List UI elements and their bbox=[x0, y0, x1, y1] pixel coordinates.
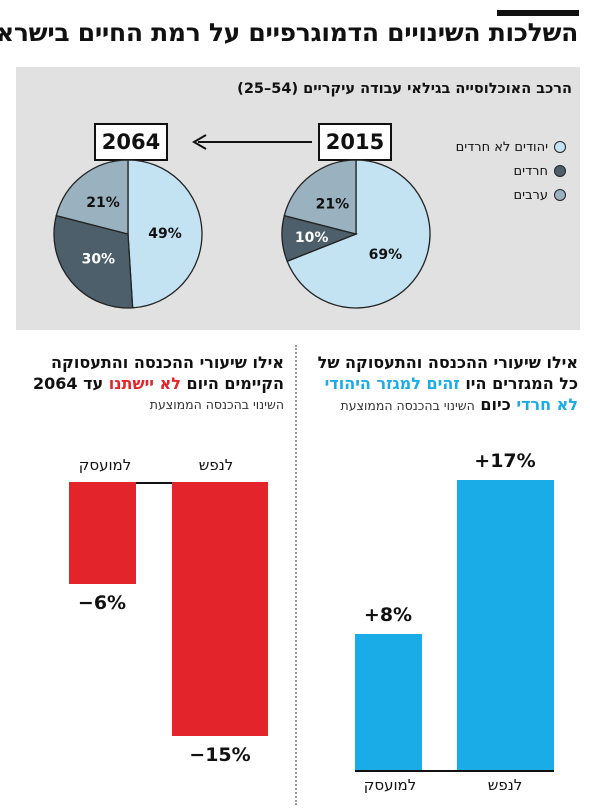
baseline-left bbox=[69, 482, 268, 484]
legend-item-secular: יהודים לא חרדים bbox=[456, 135, 566, 159]
top-rule bbox=[497, 10, 579, 16]
pie-slice-label: 49% bbox=[148, 226, 182, 242]
pie-slice bbox=[286, 159, 431, 309]
legend-label: חרדים bbox=[513, 163, 548, 179]
section-divider bbox=[295, 345, 297, 805]
pie-chart-2064: 49% 30% 21% bbox=[53, 159, 203, 309]
pie-slice bbox=[283, 159, 357, 235]
bar-value-label: +8% bbox=[363, 603, 413, 626]
pie-slice bbox=[55, 159, 129, 235]
bar-category-label: לנפש bbox=[198, 456, 234, 474]
pie-slice-label: 21% bbox=[86, 195, 120, 211]
bar-left-per-capita bbox=[172, 482, 268, 736]
right-heading-line2: כל המגזרים היו זהים למגזר היהודי bbox=[324, 374, 578, 393]
pie-chart-2015: 69% 10% 21% bbox=[281, 159, 431, 309]
bar-right-per-capita bbox=[457, 480, 554, 770]
legend-item-arab: ערבים bbox=[456, 183, 566, 207]
legend-label: ערבים bbox=[513, 187, 548, 203]
left-section-heading: אילו שיעורי ההכנסה והתעסוקה הקיימים היום… bbox=[33, 352, 284, 415]
bar-value-label: −15% bbox=[189, 744, 251, 766]
bar-category-label: למועסק bbox=[78, 456, 132, 474]
arrow-icon bbox=[192, 134, 312, 150]
bar-value-label: +17% bbox=[474, 450, 536, 472]
legend-dot-arab bbox=[554, 189, 566, 201]
right-heading-line3: לא חרדי כיום השינוי בהכנסה הממוצעת bbox=[340, 395, 578, 414]
pie-slice bbox=[127, 159, 203, 309]
panel-title: הרכב האוכלוסייה בגילאי עבודה עיקריים (54… bbox=[237, 81, 572, 97]
baseline-right bbox=[355, 770, 554, 772]
right-section-heading: אילו שיעורי ההכנסה והתעסוקה של כל המגזרי… bbox=[318, 352, 578, 416]
bar-left-employed bbox=[69, 482, 136, 584]
page-title: השלכות השינויים הדמוגרפיים על רמת החיים … bbox=[0, 18, 578, 47]
legend-label: יהודים לא חרדים bbox=[455, 139, 548, 155]
bar-value-label: −6% bbox=[77, 591, 127, 614]
bar-right-employed bbox=[355, 633, 422, 770]
year-box-2015: 2015 bbox=[318, 123, 392, 161]
pie-slice-label: 69% bbox=[369, 247, 403, 263]
left-heading-line1: אילו שיעורי ההכנסה והתעסוקה bbox=[51, 353, 284, 372]
legend-dot-haredi bbox=[554, 165, 566, 177]
right-heading-line1: אילו שיעורי ההכנסה והתעסוקה של bbox=[317, 353, 578, 372]
bar-category-label: לנפש bbox=[487, 776, 523, 794]
left-heading-line2: הקיימים היום לא יישתנו עד 2064 bbox=[33, 374, 284, 393]
year-box-2064: 2064 bbox=[94, 123, 168, 161]
legend-dot-secular bbox=[554, 141, 566, 153]
pie-slice-label: 21% bbox=[316, 197, 350, 213]
pie-slice-label: 10% bbox=[295, 230, 329, 246]
pie-slice bbox=[53, 214, 134, 309]
legend-item-haredi: חרדים bbox=[456, 159, 566, 183]
bar-category-label: למועסק bbox=[363, 776, 417, 794]
legend: יהודים לא חרדים חרדים ערבים bbox=[456, 135, 566, 207]
left-heading-sub: השינוי בהכנסה הממוצעת bbox=[149, 397, 284, 412]
population-panel: הרכב האוכלוסייה בגילאי עבודה עיקריים (54… bbox=[16, 67, 580, 330]
pie-slice-label: 30% bbox=[82, 252, 116, 268]
